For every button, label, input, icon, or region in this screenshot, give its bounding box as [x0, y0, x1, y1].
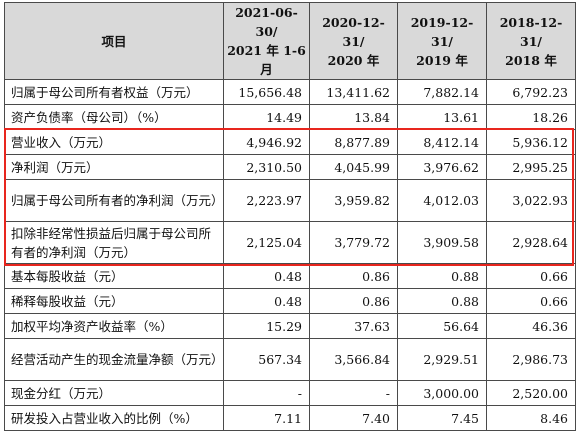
header-2020-period: 2020 年 [327, 52, 380, 68]
table-row: 经营活动产生的现金流量净额（万元） 567.34 3,566.84 2,929.… [4, 338, 576, 381]
cell-value: 3,909.58 [397, 221, 487, 264]
row-label: 营业收入（万元） [4, 129, 224, 155]
cell-value: 7.45 [397, 405, 487, 431]
header-2018-period: 2018 年 [505, 52, 557, 68]
row-label: 经营活动产生的现金流量净额（万元） [4, 338, 224, 381]
table-row: 扣除非经常性损益后归属于母公司所有者的净利润（万元） 2,125.04 3,77… [4, 221, 576, 264]
cell-value: 2,928.64 [486, 221, 576, 264]
table-row: 净利润（万元） 2,310.50 4,045.99 3,976.62 2,995… [4, 154, 576, 180]
cell-value: 46.36 [486, 313, 576, 339]
cell-value: 2,929.51 [397, 338, 487, 381]
cell-value: 3,566.84 [309, 338, 398, 381]
table-row: 归属于母公司所有者权益（万元） 15,656.48 13,411.62 7,88… [4, 79, 576, 105]
cell-value: - [309, 380, 398, 406]
cell-value: 8,412.14 [397, 129, 487, 155]
row-label: 归属于母公司所有者的净利润（万元） [4, 179, 224, 222]
header-2018: 2018-12-31/2018 年 [486, 2, 576, 80]
header-2018-date: 2018-12-31/ [499, 14, 563, 49]
cell-value: 3,000.00 [397, 380, 487, 406]
table-header-row: 项目 2021-06-30/2021 年 1-6 月 2020-12-31/20… [4, 2, 576, 80]
table-row: 加权平均净资产收益率（%） 15.29 37.63 56.64 46.36 [4, 313, 576, 339]
cell-value: 15.29 [223, 313, 310, 339]
cell-value: 0.66 [486, 263, 576, 289]
row-label: 资产负债率（母公司）（%） [4, 104, 224, 130]
cell-value: 3,959.82 [309, 179, 398, 222]
cell-value: - [223, 380, 310, 406]
table-row: 资产负债率（母公司）（%） 14.49 13.84 13.61 18.26 [4, 104, 576, 130]
cell-value: 4,946.92 [223, 129, 310, 155]
financial-table-container: 项目 2021-06-30/2021 年 1-6 月 2020-12-31/20… [4, 2, 576, 431]
cell-value: 8,877.89 [309, 129, 398, 155]
table-row: 归属于母公司所有者的净利润（万元） 2,223.97 3,959.82 4,01… [4, 179, 576, 222]
cell-value: 3,779.72 [309, 221, 398, 264]
cell-value: 0.88 [397, 263, 487, 289]
cell-value: 2,223.97 [223, 179, 310, 222]
header-2020-date: 2020-12-31/ [322, 14, 385, 49]
cell-value: 2,995.25 [486, 154, 576, 180]
cell-value: 4,045.99 [309, 154, 398, 180]
cell-value: 2,986.73 [486, 338, 576, 381]
table-row: 营业收入（万元） 4,946.92 8,877.89 8,412.14 5,93… [4, 129, 576, 155]
cell-value: 4,012.03 [397, 179, 487, 222]
header-item: 项目 [4, 2, 224, 80]
cell-value: 56.64 [397, 313, 487, 339]
row-label: 净利润（万元） [4, 154, 224, 180]
cell-value: 0.88 [397, 288, 487, 314]
cell-value: 14.49 [223, 104, 310, 130]
cell-value: 2,125.04 [223, 221, 310, 264]
row-label: 现金分红（万元） [4, 380, 224, 406]
header-2019-period: 2019 年 [416, 52, 468, 68]
cell-value: 6,792.23 [486, 79, 576, 105]
cell-value: 0.66 [486, 288, 576, 314]
row-label: 加权平均净资产收益率（%） [4, 313, 224, 339]
header-2021h1: 2021-06-30/2021 年 1-6 月 [223, 2, 310, 80]
cell-value: 2,310.50 [223, 154, 310, 180]
cell-value: 7,882.14 [397, 79, 487, 105]
row-label: 稀释每股收益（元） [4, 288, 224, 314]
table-row: 现金分红（万元） - - 3,000.00 2,520.00 [4, 380, 576, 406]
cell-value: 13,411.62 [309, 79, 398, 105]
table-row: 稀释每股收益（元） 0.48 0.86 0.88 0.66 [4, 288, 576, 314]
cell-value: 8.46 [486, 405, 576, 431]
cell-value: 37.63 [309, 313, 398, 339]
cell-value: 5,936.12 [486, 129, 576, 155]
cell-value: 567.34 [223, 338, 310, 381]
cell-value: 3,022.93 [486, 179, 576, 222]
header-2020: 2020-12-31/2020 年 [309, 2, 398, 80]
header-2021h1-date: 2021-06-30/ [235, 5, 298, 39]
cell-value: 0.48 [223, 288, 310, 314]
table-row: 研发投入占营业收入的比例（%） 7.11 7.40 7.45 8.46 [4, 405, 576, 431]
table-row: 基本每股收益（元） 0.48 0.86 0.88 0.66 [4, 263, 576, 289]
header-2021h1-period: 2021 年 1-6 月 [227, 43, 306, 77]
cell-value: 7.40 [309, 405, 398, 431]
cell-value: 3,976.62 [397, 154, 487, 180]
row-label: 扣除非经常性损益后归属于母公司所有者的净利润（万元） [4, 221, 224, 264]
cell-value: 13.61 [397, 104, 487, 130]
row-label: 基本每股收益（元） [4, 263, 224, 289]
row-label: 研发投入占营业收入的比例（%） [4, 405, 224, 431]
cell-value: 18.26 [486, 104, 576, 130]
cell-value: 0.86 [309, 288, 398, 314]
cell-value: 0.86 [309, 263, 398, 289]
financial-table: 项目 2021-06-30/2021 年 1-6 月 2020-12-31/20… [4, 2, 576, 431]
cell-value: 7.11 [223, 405, 310, 431]
cell-value: 0.48 [223, 263, 310, 289]
cell-value: 15,656.48 [223, 79, 310, 105]
header-2019: 2019-12-31/2019 年 [397, 2, 487, 80]
cell-value: 2,520.00 [486, 380, 576, 406]
row-label: 归属于母公司所有者权益（万元） [4, 79, 224, 105]
cell-value: 13.84 [309, 104, 398, 130]
header-2019-date: 2019-12-31/ [410, 14, 474, 49]
